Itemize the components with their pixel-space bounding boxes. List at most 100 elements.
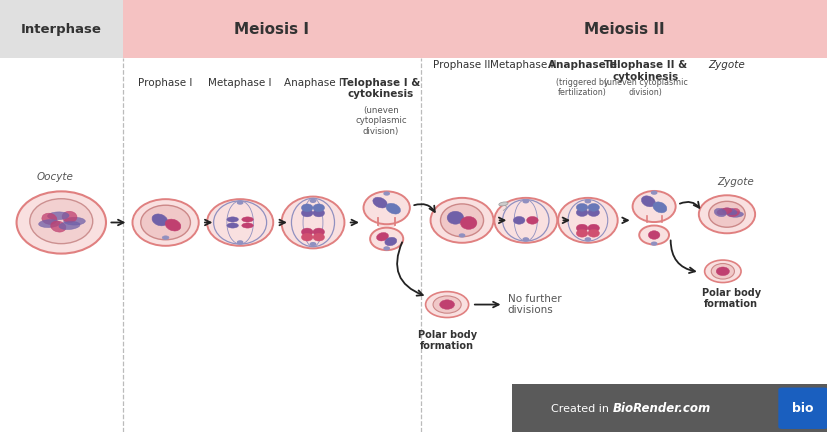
Ellipse shape [313, 233, 324, 241]
FancyBboxPatch shape [511, 384, 827, 432]
Text: Metaphase I: Metaphase I [208, 78, 271, 88]
Ellipse shape [576, 203, 587, 211]
Text: Telophase I &
cytokinesis: Telophase I & cytokinesis [341, 78, 420, 99]
Text: (uneven
cytoplasmic
division): (uneven cytoplasmic division) [355, 106, 406, 136]
Ellipse shape [651, 191, 656, 194]
Ellipse shape [716, 208, 731, 215]
Ellipse shape [313, 204, 324, 212]
Ellipse shape [460, 216, 476, 229]
Ellipse shape [237, 241, 242, 244]
FancyBboxPatch shape [0, 0, 122, 58]
Ellipse shape [59, 222, 80, 229]
Text: Polar body
formation: Polar body formation [700, 288, 760, 309]
Ellipse shape [17, 191, 106, 254]
Ellipse shape [440, 204, 483, 237]
Text: Prophase II: Prophase II [433, 60, 490, 70]
Ellipse shape [641, 196, 654, 207]
Ellipse shape [384, 192, 389, 195]
Ellipse shape [301, 228, 313, 236]
Ellipse shape [708, 201, 744, 227]
Ellipse shape [587, 203, 599, 211]
Ellipse shape [384, 247, 389, 250]
FancyBboxPatch shape [777, 388, 827, 429]
Ellipse shape [64, 217, 85, 225]
Ellipse shape [152, 214, 167, 226]
Ellipse shape [632, 191, 675, 222]
Ellipse shape [241, 223, 253, 228]
FancyBboxPatch shape [420, 0, 827, 58]
Text: (uneven cytoplasmic
division): (uneven cytoplasmic division) [603, 78, 687, 97]
Ellipse shape [301, 233, 313, 241]
Ellipse shape [207, 199, 273, 246]
Ellipse shape [310, 200, 315, 202]
Ellipse shape [651, 242, 656, 245]
Ellipse shape [227, 223, 238, 228]
Text: Metaphase II: Metaphase II [490, 60, 556, 70]
Ellipse shape [523, 200, 528, 203]
Ellipse shape [301, 204, 313, 212]
Ellipse shape [363, 191, 409, 224]
Ellipse shape [523, 238, 528, 241]
Ellipse shape [47, 212, 69, 220]
Ellipse shape [698, 195, 754, 233]
Ellipse shape [587, 229, 599, 237]
Text: Anaphase I: Anaphase I [284, 78, 342, 88]
Ellipse shape [162, 236, 169, 239]
Ellipse shape [557, 198, 617, 243]
Ellipse shape [310, 243, 315, 245]
Ellipse shape [638, 226, 668, 245]
Ellipse shape [704, 260, 740, 283]
Ellipse shape [385, 237, 396, 246]
Ellipse shape [425, 292, 468, 318]
Ellipse shape [301, 209, 313, 217]
Ellipse shape [526, 216, 538, 224]
Ellipse shape [715, 267, 729, 276]
FancyBboxPatch shape [646, 216, 661, 223]
Ellipse shape [585, 200, 590, 203]
Ellipse shape [513, 216, 524, 224]
Ellipse shape [313, 228, 324, 236]
Text: Anaphase II: Anaphase II [547, 60, 616, 70]
Ellipse shape [430, 198, 493, 243]
Text: Telophase II &
cytokinesis: Telophase II & cytokinesis [604, 60, 686, 82]
Ellipse shape [653, 202, 666, 213]
Text: bio: bio [791, 402, 813, 415]
Ellipse shape [727, 208, 739, 217]
FancyBboxPatch shape [378, 217, 394, 227]
Ellipse shape [62, 211, 77, 222]
Ellipse shape [648, 231, 659, 239]
Ellipse shape [433, 296, 461, 313]
Text: No further
divisions: No further divisions [507, 294, 561, 315]
Ellipse shape [372, 197, 387, 208]
Ellipse shape [576, 224, 587, 232]
Ellipse shape [370, 228, 403, 250]
Ellipse shape [585, 238, 590, 241]
Ellipse shape [587, 224, 599, 232]
Ellipse shape [141, 205, 190, 240]
Ellipse shape [726, 211, 743, 217]
Ellipse shape [30, 199, 93, 244]
Ellipse shape [576, 209, 587, 216]
Text: Prophase I: Prophase I [138, 78, 193, 88]
Ellipse shape [50, 221, 66, 232]
Ellipse shape [42, 213, 57, 224]
Ellipse shape [39, 219, 60, 228]
Ellipse shape [587, 209, 599, 216]
Ellipse shape [281, 197, 344, 248]
Ellipse shape [165, 219, 180, 231]
Ellipse shape [494, 198, 557, 243]
Ellipse shape [237, 201, 242, 204]
Text: Meiosis I: Meiosis I [234, 22, 308, 37]
FancyBboxPatch shape [122, 0, 420, 58]
Text: Meiosis II: Meiosis II [583, 22, 664, 37]
Text: Polar body
formation: Polar body formation [417, 330, 476, 351]
Ellipse shape [576, 229, 587, 237]
Ellipse shape [385, 203, 400, 214]
Text: (triggered by
fertilization): (triggered by fertilization) [555, 78, 608, 97]
Ellipse shape [313, 209, 324, 217]
Text: Created in: Created in [551, 403, 612, 414]
Text: BioRender.com: BioRender.com [612, 402, 710, 415]
Ellipse shape [714, 208, 725, 217]
Text: Zygote: Zygote [708, 60, 744, 70]
Ellipse shape [498, 202, 508, 206]
